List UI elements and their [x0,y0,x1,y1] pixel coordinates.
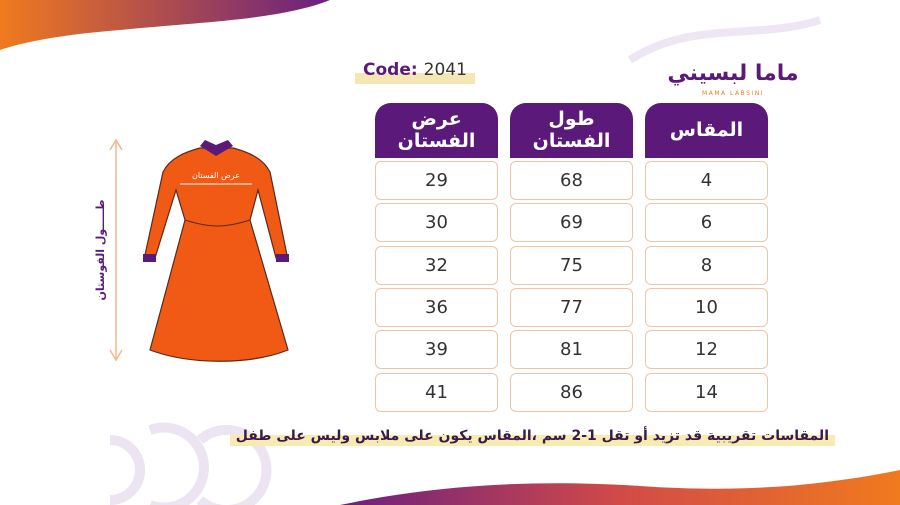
table-cell: 8 [645,245,768,285]
table-cell: 10 [645,287,768,327]
table-cell: 14 [645,372,768,412]
table-cell: 86 [510,372,633,412]
column-header-text: طول الفستان [532,107,611,152]
dress-width-label: عرض الفستان [192,171,240,180]
table-cell: 30 [375,203,498,243]
code-value: 2041 [423,60,467,80]
logo-subtext: MAMA LABSINI [702,90,764,97]
table-cell: 75 [510,245,633,285]
column-header: عرض الفستان [375,103,498,158]
table-cell: 32 [375,245,498,285]
table-cell: 41 [375,372,498,412]
table-cell: 77 [510,287,633,327]
table-cell: 4 [645,161,768,200]
table-cell: 29 [375,161,498,200]
logo-text: ماما لبسيني [667,61,798,86]
column-header-text: المقاس [669,118,744,141]
product-code: Code: 2041 [355,60,475,84]
table-cell: 12 [645,330,768,370]
table-cell: 6 [645,203,768,243]
table-cell: 81 [510,330,633,370]
code-label: Code: [363,60,418,80]
column-header: المقاس [645,103,768,158]
table-cell: 68 [510,161,633,200]
note: المقاسات تقريبية قد تزيد أو تقل 1-2 سم ،… [229,426,835,446]
column-header: طول الفستان [510,103,633,158]
dress-length-label: طـــــول الفوستان [94,200,107,301]
table-cell: 39 [375,330,498,370]
table-cell: 36 [375,287,498,327]
table-cell: 69 [510,203,633,243]
column-header-text: عرض الفستان [397,107,476,152]
